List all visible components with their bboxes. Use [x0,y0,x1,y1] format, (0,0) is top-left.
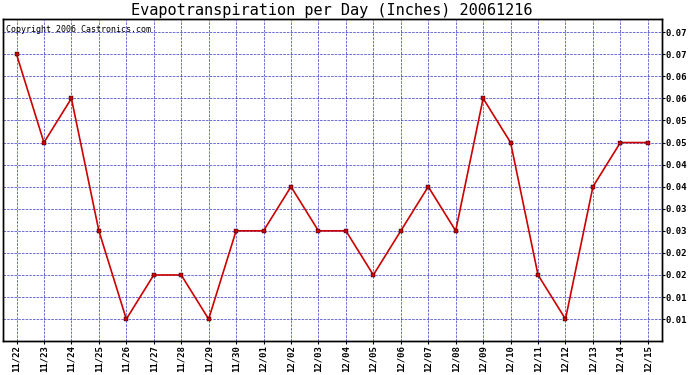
Text: Copyright 2006 Castronics.com: Copyright 2006 Castronics.com [6,26,151,34]
Title: Evapotranspiration per Day (Inches) 20061216: Evapotranspiration per Day (Inches) 2006… [131,3,533,18]
